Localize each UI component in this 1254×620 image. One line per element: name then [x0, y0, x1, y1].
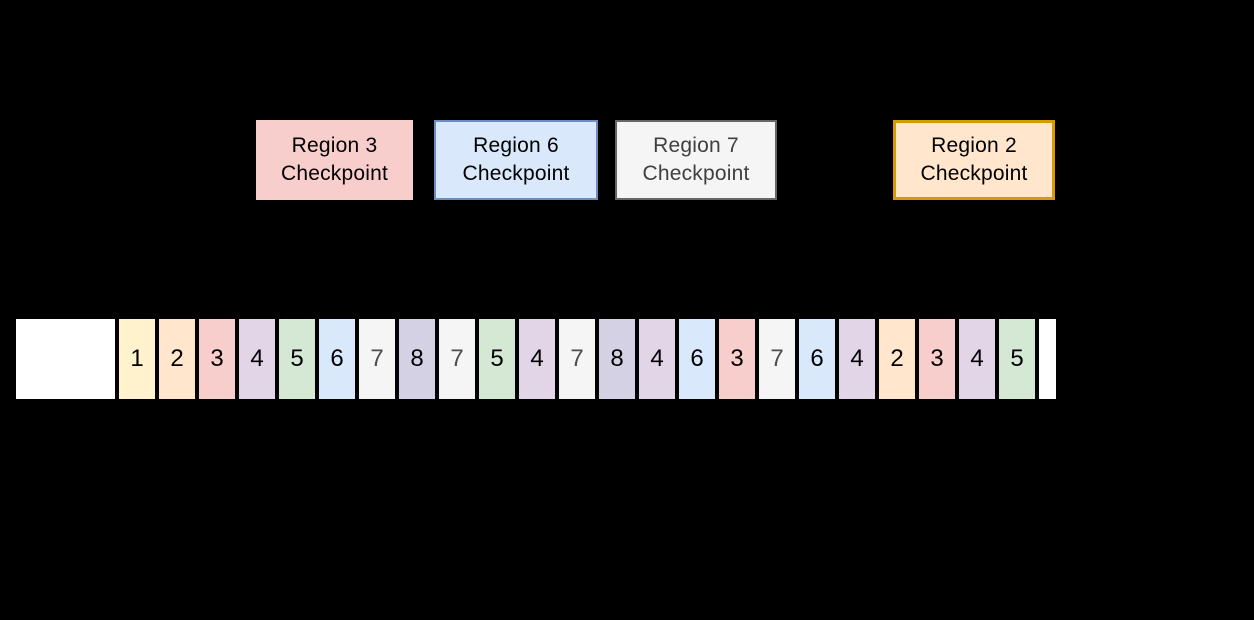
tape-cell: 4 — [239, 319, 275, 399]
tape-cell: 7 — [439, 319, 475, 399]
tape-cell-value: 4 — [850, 345, 864, 372]
tape-cell-value: 2 — [170, 345, 184, 372]
tape-cell: 4 — [519, 319, 555, 399]
tape-trail-cell — [1039, 319, 1056, 399]
tape-cell-value: 3 — [730, 345, 744, 372]
tape-cell: 7 — [359, 319, 395, 399]
tape-cell: 2 — [879, 319, 915, 399]
tape-lead-cell — [16, 319, 115, 399]
checkpoint-box-region-7: Region 7 Checkpoint — [615, 120, 777, 200]
tape-cell-value: 6 — [690, 345, 704, 372]
checkpoint-box-region-2: Region 2 Checkpoint — [893, 120, 1055, 200]
tape-cell: 5 — [999, 319, 1035, 399]
tape-cell: 1 — [119, 319, 155, 399]
tape-cell-value: 5 — [1010, 345, 1024, 372]
tape-cell: 6 — [319, 319, 355, 399]
tape-cell-value: 7 — [570, 345, 584, 372]
tape-cell-value: 2 — [890, 345, 904, 372]
checkpoint-title: Region 2 — [931, 134, 1017, 158]
tape-cell: 3 — [199, 319, 235, 399]
tape-cell: 4 — [839, 319, 875, 399]
tape-cell: 8 — [599, 319, 635, 399]
tape-cell-value: 6 — [810, 345, 824, 372]
checkpoint-box-region-6: Region 6 Checkpoint — [434, 120, 598, 200]
tape-cell-value: 3 — [210, 345, 224, 372]
tape-cell: 7 — [759, 319, 795, 399]
checkpoint-subtitle: Checkpoint — [462, 162, 570, 185]
tape-cell-value: 4 — [970, 345, 984, 372]
tape-cell: 7 — [559, 319, 595, 399]
tape-cell: 8 — [399, 319, 435, 399]
tape-cell-value: 4 — [650, 345, 664, 372]
tape-cell-value: 8 — [410, 345, 424, 372]
tape-cell-value: 4 — [530, 345, 544, 372]
tape-cell-value: 6 — [330, 345, 344, 372]
tape-strip: 1 2 3 4 5 6 7 8 7 5 4 7 8 4 6 3 — [16, 319, 1056, 399]
checkpoint-subtitle: Checkpoint — [642, 162, 750, 185]
checkpoint-box-region-3: Region 3 Checkpoint — [256, 120, 413, 200]
checkpoint-title: Region 7 — [653, 134, 739, 158]
tape-cell: 5 — [479, 319, 515, 399]
tape-cell: 3 — [919, 319, 955, 399]
tape-cell-value: 8 — [610, 345, 624, 372]
tape-cell: 6 — [799, 319, 835, 399]
tape-cell: 3 — [719, 319, 755, 399]
tape-cell-value: 7 — [450, 345, 464, 372]
tape-cell: 2 — [159, 319, 195, 399]
tape-cell-value: 5 — [290, 345, 304, 372]
checkpoint-subtitle: Checkpoint — [280, 162, 389, 185]
tape-cell-value: 3 — [930, 345, 944, 372]
tape-cell: 5 — [279, 319, 315, 399]
tape-cell-value: 5 — [490, 345, 504, 372]
tape-cell: 6 — [679, 319, 715, 399]
tape-cell-value: 7 — [370, 345, 384, 372]
tape-cell: 4 — [639, 319, 675, 399]
checkpoint-title: Region 3 — [291, 134, 378, 158]
tape-cell: 4 — [959, 319, 995, 399]
tape-cell-value: 1 — [130, 345, 144, 372]
tape-cell-value: 4 — [250, 345, 264, 372]
tape-cell-value: 7 — [770, 345, 784, 372]
checkpoint-title: Region 6 — [473, 134, 559, 158]
checkpoint-subtitle: Checkpoint — [920, 162, 1028, 185]
